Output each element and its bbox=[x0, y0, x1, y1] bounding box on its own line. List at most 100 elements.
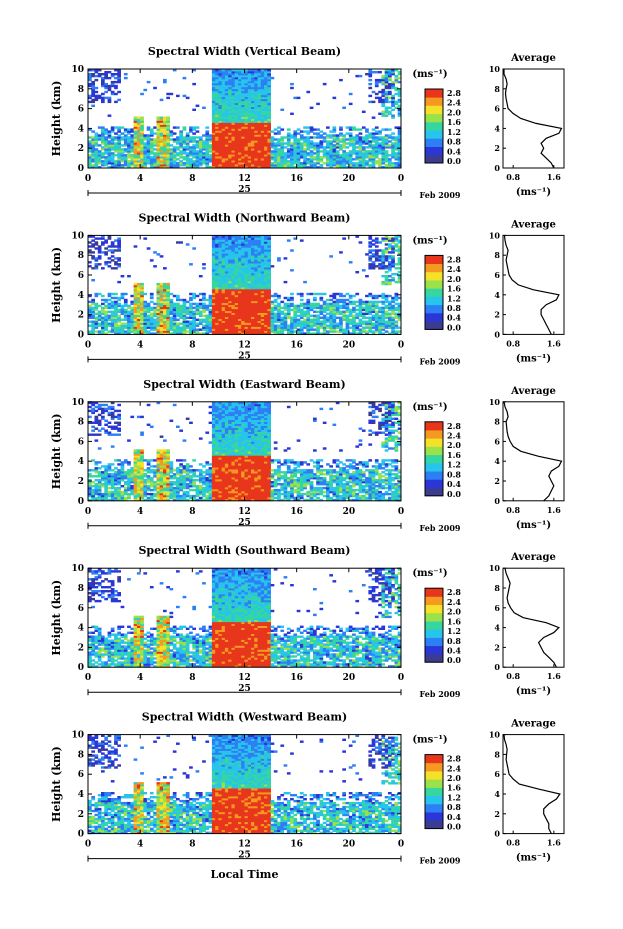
heatmap-cell bbox=[303, 310, 307, 313]
heatmap-cell bbox=[355, 134, 360, 137]
heatmap-cell bbox=[88, 324, 92, 327]
heatmap-cell bbox=[91, 166, 95, 169]
heatmap-cell bbox=[264, 164, 268, 167]
heatmap-cell bbox=[163, 152, 167, 155]
heatmap-cell bbox=[309, 126, 314, 129]
heatmap-cell bbox=[355, 308, 360, 312]
heatmap-cell bbox=[153, 144, 157, 147]
heatmap-cell bbox=[156, 150, 161, 153]
heatmap-cell bbox=[107, 152, 112, 155]
heatmap-cell bbox=[114, 148, 118, 151]
heatmap-cell bbox=[159, 130, 164, 133]
colorbar-tick-label: 1.2 bbox=[447, 127, 461, 137]
heatmap-cell bbox=[313, 314, 317, 317]
heatmap-cell bbox=[114, 100, 118, 104]
heatmap-cell bbox=[215, 69, 219, 72]
heatmap-cell bbox=[189, 140, 193, 143]
heatmap-cell bbox=[166, 132, 170, 135]
heatmap-cell bbox=[228, 158, 232, 161]
heatmap-cell bbox=[198, 158, 203, 161]
heatmap-cell bbox=[251, 112, 255, 115]
heatmap-cell bbox=[378, 150, 382, 153]
heatmap-cell bbox=[299, 154, 304, 157]
heatmap-cell bbox=[179, 140, 183, 143]
heatmap-cell bbox=[91, 160, 95, 163]
heatmap-cell bbox=[345, 292, 350, 296]
heatmap-cell bbox=[374, 138, 379, 141]
heatmap-cell bbox=[326, 126, 330, 129]
heatmap-cell bbox=[381, 300, 386, 304]
heatmap-cell bbox=[254, 76, 258, 80]
heatmap-cell bbox=[211, 114, 216, 117]
heatmap-cell bbox=[335, 144, 340, 147]
heatmap-cell bbox=[299, 302, 304, 306]
heatmap-cell bbox=[123, 140, 128, 143]
heatmap-cell bbox=[133, 160, 138, 163]
heatmap-cell bbox=[264, 82, 268, 86]
heatmap-cell bbox=[234, 160, 239, 163]
heatmap-cell bbox=[251, 96, 255, 100]
heatmap-cell bbox=[136, 116, 141, 119]
heatmap-cell bbox=[290, 154, 294, 157]
heatmap-cell bbox=[374, 265, 379, 268]
heatmap-cell bbox=[309, 128, 314, 131]
heatmap-cell bbox=[176, 302, 180, 306]
heatmap-cell bbox=[88, 84, 92, 88]
heatmap-cell bbox=[195, 140, 200, 143]
heatmap-cell bbox=[264, 120, 268, 123]
heatmap-cell bbox=[368, 74, 373, 78]
heatmap-cell bbox=[358, 146, 363, 149]
heatmap-cell bbox=[163, 128, 167, 131]
heatmap-cell bbox=[127, 310, 131, 313]
heatmap-cell bbox=[195, 160, 200, 163]
heatmap-cell bbox=[345, 142, 350, 145]
heatmap-cell bbox=[215, 76, 219, 80]
heatmap-cell bbox=[153, 148, 157, 151]
heatmap-cell bbox=[241, 110, 245, 113]
heatmap-cell bbox=[348, 138, 353, 141]
heatmap-cell bbox=[348, 158, 353, 161]
heatmap-cell bbox=[104, 164, 108, 167]
heatmap-cell bbox=[156, 158, 161, 161]
heatmap-cell bbox=[234, 132, 239, 135]
heatmap-cell bbox=[238, 102, 242, 106]
heatmap-cell bbox=[273, 148, 278, 151]
heatmap-cell bbox=[358, 132, 363, 135]
heatmap-cell bbox=[335, 166, 340, 169]
heatmap-cell bbox=[277, 144, 281, 147]
colorbar-tick-label: 1.6 bbox=[447, 117, 461, 127]
heatmap-cell bbox=[101, 146, 105, 149]
heatmap-cell bbox=[140, 160, 144, 163]
heatmap-cell bbox=[211, 100, 216, 104]
heatmap-cell bbox=[368, 100, 373, 104]
heatmap-cell bbox=[176, 140, 180, 143]
heatmap-cell bbox=[221, 100, 226, 104]
heatmap-cell bbox=[215, 148, 219, 151]
heatmap-cell bbox=[159, 128, 164, 131]
heatmap-cell bbox=[228, 162, 232, 165]
heatmap-cell bbox=[286, 132, 291, 135]
heatmap-cell bbox=[322, 292, 327, 296]
heatmap-cell bbox=[358, 148, 363, 151]
heatmap-cell bbox=[94, 94, 99, 98]
heatmap-cell bbox=[107, 265, 112, 268]
heatmap-cell bbox=[296, 166, 301, 169]
heatmap-cell bbox=[371, 138, 376, 141]
heatmap-cell bbox=[264, 104, 268, 107]
heatmap-cell bbox=[306, 158, 311, 161]
heatmap-cell bbox=[228, 136, 232, 139]
heatmap-cell bbox=[299, 239, 304, 242]
heatmap-cell bbox=[94, 247, 99, 250]
heatmap-cell bbox=[244, 132, 249, 135]
heatmap-cell bbox=[388, 251, 392, 254]
heatmap-cell bbox=[221, 110, 226, 113]
heatmap-cell bbox=[326, 144, 330, 147]
heatmap-cell bbox=[104, 128, 108, 131]
heatmap-cell bbox=[133, 282, 138, 286]
heatmap-cell bbox=[221, 132, 226, 135]
heatmap-cell bbox=[133, 136, 138, 139]
heatmap-cell bbox=[146, 148, 151, 151]
heatmap-cell bbox=[260, 142, 265, 145]
heatmap-cell bbox=[136, 132, 141, 135]
heatmap-cell bbox=[179, 326, 183, 329]
